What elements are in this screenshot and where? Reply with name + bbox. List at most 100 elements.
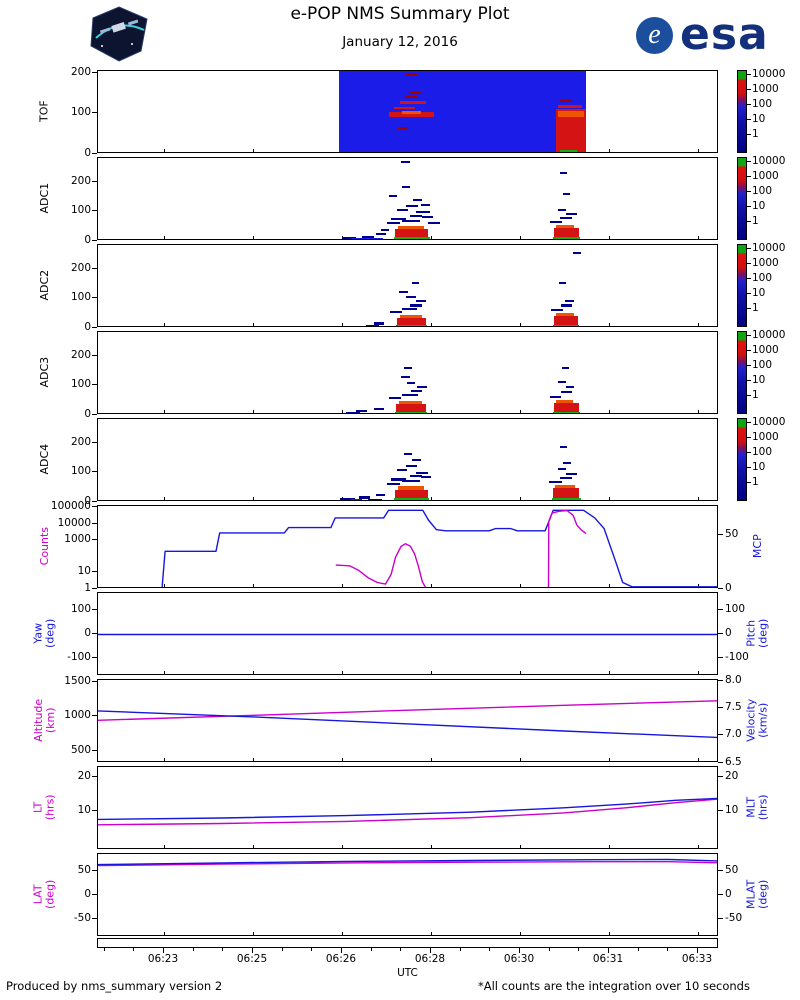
colorbar-tick — [747, 293, 751, 295]
heatmap-mark — [553, 324, 580, 326]
y-tick-label: 100000 — [50, 500, 91, 513]
y-tick-yaw — [92, 656, 97, 658]
colorbar-tick-label: 1000 — [752, 257, 779, 270]
colorbar-tick-label: 10 — [752, 113, 766, 126]
y-tick-label-right: 6.5 — [725, 755, 742, 768]
colorbar-tick-label: 100 — [752, 98, 773, 111]
heatmap-mark — [555, 484, 575, 489]
heatmap-mark — [397, 486, 425, 490]
x-minor-tick — [311, 948, 313, 951]
y-tick-label-right: 10 — [725, 804, 739, 817]
y-tick-right-yaw — [718, 633, 723, 634]
panel-x-tick — [164, 932, 165, 935]
colorbar-tick-label: 10000 — [752, 68, 786, 81]
y-tick-adc1 — [92, 181, 97, 183]
heatmap-mark — [411, 282, 420, 285]
y-axis-label-adc1: ADC1 — [32, 157, 58, 240]
panel-lt — [97, 766, 718, 849]
heatmap-mark — [406, 381, 416, 384]
panel-x-tick — [253, 410, 254, 413]
panel-x-tick — [430, 845, 432, 848]
x-axis-title: UTC — [397, 967, 418, 979]
y-tick-label: 100 — [70, 291, 91, 304]
x-tick-label: 06:33 — [681, 953, 713, 965]
heatmap-mark — [399, 314, 423, 318]
panel-x-tick — [164, 845, 165, 848]
heatmap-mark — [417, 385, 428, 388]
panel-x-tick — [520, 584, 522, 587]
heatmap-mark — [557, 209, 567, 212]
heatmap-mark — [406, 204, 419, 207]
y-tick-right-altitude — [718, 707, 723, 709]
panel-x-tick — [698, 671, 699, 674]
colorbar-tick-label: 1 — [752, 389, 759, 402]
panel-x-tick — [164, 497, 165, 500]
panel-x-tick — [609, 932, 611, 935]
colorbar-tick — [747, 350, 751, 352]
y-tick-label: 200 — [70, 175, 91, 188]
y-tick-right-altitude — [718, 734, 723, 736]
heatmap-mark — [373, 322, 384, 325]
y-tick-label-right: -100 — [725, 650, 749, 663]
colorbar-tof — [737, 70, 747, 153]
heatmap-mark — [566, 213, 578, 216]
heatmap-mark — [553, 402, 579, 412]
panel-x-tick — [164, 236, 165, 239]
y-tick-tof — [92, 152, 97, 154]
heatmap-mark — [565, 386, 575, 389]
heatmap-mark — [406, 73, 418, 76]
heatmap-mark — [396, 403, 426, 412]
esa-globe-icon: e — [636, 16, 673, 54]
panel-x-tick — [341, 845, 343, 848]
x-minor-tick — [578, 948, 580, 951]
y-tick-right-lt — [718, 776, 723, 778]
y-axis-label-right-altitude: Velocity (km/s) — [745, 679, 771, 762]
x-tick-label: 06:31 — [592, 953, 624, 965]
x-minor-tick — [400, 948, 402, 951]
y-tick-tof — [92, 72, 97, 74]
y-tick-label: 200 — [70, 66, 91, 79]
epop-patch-graphic — [90, 6, 148, 62]
panel-x-tick — [253, 845, 254, 848]
panel-x-tick — [698, 584, 699, 587]
y-tick-adc2 — [92, 297, 97, 299]
panel-x-tick — [253, 584, 254, 587]
heatmap-mark — [401, 375, 410, 378]
y-tick-counts — [92, 522, 97, 524]
heatmap-mark — [400, 101, 426, 104]
heatmap-mark — [557, 105, 583, 108]
colorbar-tick-label: 1 — [752, 128, 759, 141]
heatmap-mark — [415, 300, 426, 303]
y-tick-right-counts — [718, 533, 723, 535]
heatmap-mark — [566, 472, 578, 475]
page-title: e-POP NMS Summary Plot — [290, 4, 510, 24]
heatmap-mark — [402, 111, 421, 114]
panel-x-tick — [430, 584, 432, 587]
x-major-tick — [429, 948, 431, 953]
colorbar-adc3 — [737, 331, 747, 414]
heatmap-mark — [402, 307, 418, 310]
colorbar-tick — [747, 422, 751, 424]
esa-wordmark: esa — [680, 9, 769, 60]
heatmap-mark — [561, 366, 570, 369]
y-tick-label: 1 — [84, 581, 91, 594]
y-tick-label-right: 0 — [725, 627, 732, 639]
x-tick-label: 06:23 — [147, 953, 179, 965]
colorbar-tick-label: 1 — [752, 215, 759, 228]
heatmap-mark — [551, 308, 563, 311]
colorbar-tick-label: 10 — [752, 374, 766, 387]
heatmap-mark — [420, 475, 431, 478]
panel-altitude — [97, 679, 718, 762]
panel-x-tick — [698, 932, 699, 935]
colorbar-tick — [747, 467, 751, 469]
y-tick-label: 100 — [70, 204, 91, 217]
panel-x-tick — [520, 236, 522, 239]
y-tick-label-right: 8.0 — [725, 674, 742, 687]
heatmap-mark — [381, 228, 390, 232]
heatmap-mark — [399, 291, 408, 294]
heatmap-mark — [395, 490, 428, 499]
y-tick-label: 20 — [77, 770, 91, 783]
colorbar-tick-label: 1 — [752, 302, 759, 315]
y-tick-counts — [92, 506, 97, 508]
colorbar-tick — [747, 278, 751, 280]
